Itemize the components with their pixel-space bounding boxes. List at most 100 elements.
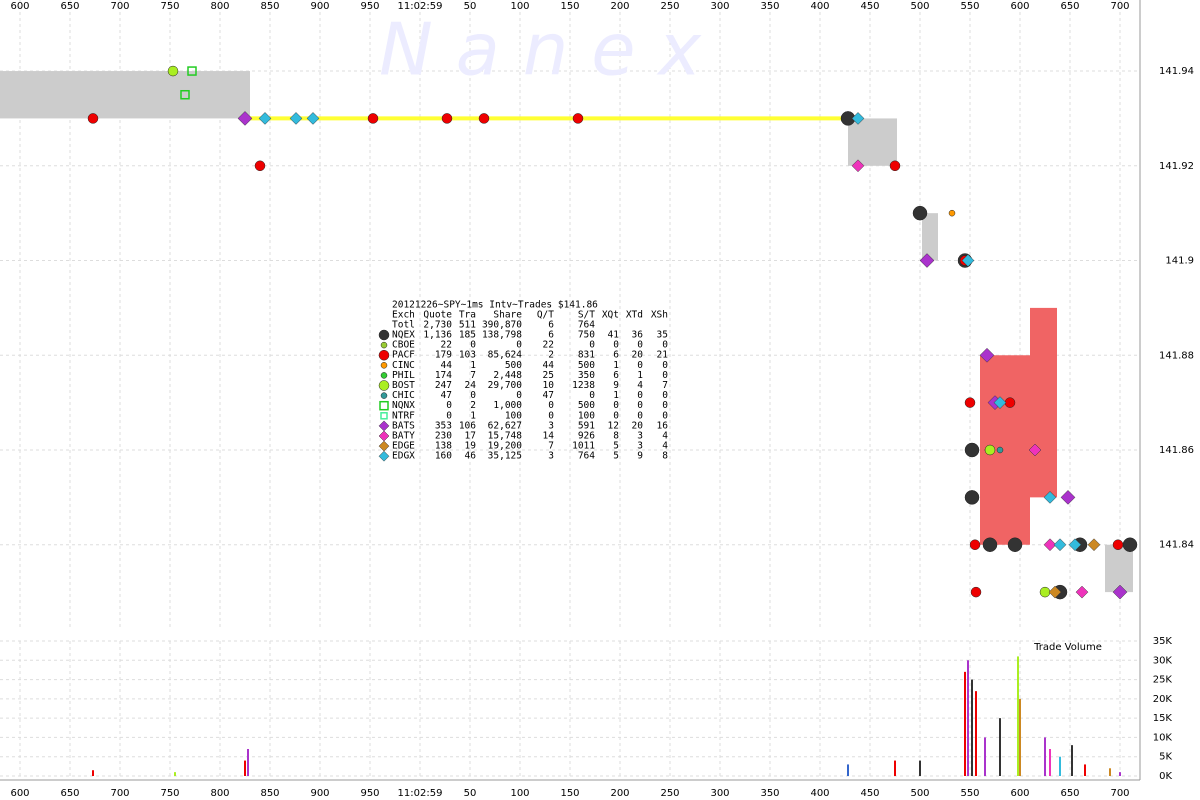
- legend-cell: 6: [548, 320, 554, 331]
- legend-cell: 14: [543, 431, 555, 442]
- legend-cell: 2,730: [423, 320, 452, 331]
- trade-marker: [964, 397, 976, 408]
- y-tick-label: 15K: [1153, 713, 1173, 724]
- trade-marker: [478, 113, 490, 124]
- legend-cell: 2,448: [493, 370, 522, 381]
- volume-bar: [92, 770, 94, 776]
- volume-bar: [247, 749, 249, 776]
- volume-bar: [1109, 768, 1111, 776]
- legend-marker: [378, 450, 390, 462]
- legend-name: PHIL: [392, 370, 415, 381]
- x-tick-label: 450: [860, 788, 879, 799]
- x-tick-label: 300: [710, 1, 729, 12]
- legend-marker: [380, 341, 388, 349]
- legend-cell: 35,125: [488, 451, 522, 462]
- trade-marker: [1112, 584, 1128, 600]
- legend-name: CBOE: [392, 340, 415, 351]
- x-tick-label: 700: [110, 1, 129, 12]
- y-tick-label: 5K: [1159, 752, 1172, 763]
- legend-cell: 17: [465, 431, 476, 442]
- legend-cell: 2: [548, 350, 554, 361]
- trade-marker: [187, 66, 197, 76]
- trade-marker: [1087, 538, 1101, 552]
- legend-cell: 0: [470, 390, 476, 401]
- legend-marker: [380, 392, 388, 399]
- legend-cell: 0: [637, 340, 643, 351]
- x-tick-label: 550: [960, 1, 979, 12]
- x-tick-label: 100: [510, 788, 529, 799]
- legend-cell: 4: [662, 431, 668, 442]
- legend-cell: 5: [613, 441, 619, 452]
- legend-cell: 0: [589, 340, 595, 351]
- trade-marker: [996, 446, 1004, 454]
- x-tick-label: 850: [260, 788, 279, 799]
- x-tick-label: 200: [610, 788, 629, 799]
- x-tick-label: 700: [1110, 1, 1129, 12]
- trade-marker: [851, 159, 865, 173]
- legend-cell: 22: [543, 340, 554, 351]
- legend-cell: 247: [435, 380, 452, 391]
- legend-cell: 0: [662, 360, 668, 371]
- legend-name: NQNX: [392, 400, 415, 411]
- legend-name: EDGE: [392, 441, 415, 452]
- legend-cell: 29,700: [488, 380, 523, 391]
- legend-cell: 1: [613, 390, 619, 401]
- legend-name: PACF: [392, 350, 415, 361]
- legend-cell: 3: [548, 451, 554, 462]
- legend-cell: 10: [543, 380, 555, 391]
- trade-marker: [167, 65, 179, 77]
- trade-marker: [237, 111, 253, 126]
- legend-cell: 36: [632, 330, 644, 341]
- spread-band: [922, 213, 938, 261]
- legend-header: Tra: [459, 310, 476, 321]
- legend-cell: 0: [637, 360, 643, 371]
- volume-bar: [967, 660, 969, 776]
- trade-marker: [180, 89, 190, 100]
- trade-marker: [1039, 586, 1051, 598]
- trade-marker: [1007, 537, 1023, 552]
- volume-bar: [1049, 749, 1051, 776]
- legend-cell: 500: [578, 360, 595, 371]
- legend-cell: 831: [578, 350, 595, 361]
- x-tick-label: 300: [710, 788, 729, 799]
- legend-cell: 500: [578, 400, 595, 411]
- x-tick-label: 950: [360, 1, 379, 12]
- legend-marker: [380, 412, 388, 420]
- legend-cell: 1,000: [493, 400, 522, 411]
- legend-cell: 0: [516, 340, 522, 351]
- y-tick-label: 141.86: [1159, 445, 1194, 456]
- legend-cell: 764: [578, 451, 595, 462]
- trade-marker: [1004, 397, 1016, 408]
- volume-bar: [1071, 745, 1073, 776]
- legend-cell: 764: [578, 320, 595, 331]
- x-tick-label: 800: [210, 1, 229, 12]
- volume-bar: [984, 737, 986, 776]
- x-tick-label: 11:02:59: [398, 1, 443, 12]
- legend-marker: [380, 362, 388, 369]
- y-tick-label: 141.84: [1159, 540, 1194, 551]
- legend-header: XSh: [651, 310, 668, 321]
- volume-bar: [1019, 698, 1021, 776]
- trade-marker: [979, 347, 995, 363]
- volume-bar: [174, 772, 176, 776]
- legend-marker: [378, 380, 390, 391]
- legend-cell: 4: [637, 380, 643, 391]
- legend-marker: [378, 329, 390, 341]
- y-tick-label: 20K: [1153, 694, 1173, 705]
- volume-bar: [975, 691, 977, 776]
- volume-title: Trade Volume: [1033, 642, 1102, 653]
- volume-bar: [244, 760, 246, 776]
- trade-marker: [993, 396, 1007, 409]
- trade-marker: [1075, 585, 1089, 599]
- x-tick-label: 500: [910, 788, 929, 799]
- legend-cell: 19: [465, 441, 477, 452]
- legend-cell: 0: [662, 390, 668, 401]
- crossed-band: [1030, 307, 1057, 498]
- legend-marker: [380, 372, 388, 379]
- legend-cell: 230: [435, 431, 452, 442]
- y-tick-label: 30K: [1153, 655, 1173, 666]
- trade-marker: [964, 490, 980, 505]
- x-tick-label: 150: [560, 788, 579, 799]
- legend-cell: 0: [446, 410, 452, 421]
- trade-marker: [1043, 491, 1057, 504]
